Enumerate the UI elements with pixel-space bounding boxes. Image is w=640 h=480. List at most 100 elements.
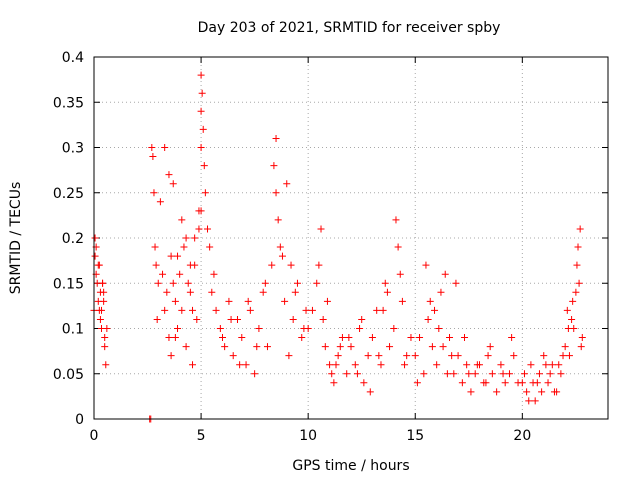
data-point <box>148 144 156 151</box>
data-point <box>332 361 340 369</box>
data-point <box>291 288 299 296</box>
x-axis-label: GPS time / hours <box>292 458 409 474</box>
data-point <box>428 343 436 351</box>
data-point <box>576 225 584 233</box>
data-point <box>278 252 286 260</box>
data-point <box>446 334 454 342</box>
data-point <box>383 288 391 296</box>
data-point <box>319 315 327 323</box>
data-point <box>156 198 164 206</box>
data-point <box>338 334 346 342</box>
data-point <box>413 379 421 387</box>
data-point <box>263 343 271 351</box>
data-point <box>91 234 99 242</box>
data-point <box>360 379 368 387</box>
data-point <box>204 225 212 233</box>
data-point <box>420 370 428 378</box>
data-point <box>171 297 179 305</box>
data-point <box>191 234 199 242</box>
data-point <box>193 315 201 323</box>
data-point <box>443 370 451 378</box>
data-point <box>441 270 449 278</box>
data-point <box>268 261 276 269</box>
data-point <box>272 189 280 197</box>
data-point <box>272 134 280 142</box>
data-point <box>452 279 460 287</box>
data-point <box>208 288 216 296</box>
y-tick-label: 0.1 <box>62 322 84 338</box>
data-point <box>182 343 190 351</box>
y-tick-label: 0.4 <box>62 50 84 66</box>
data-point <box>548 361 556 369</box>
data-point <box>578 334 586 342</box>
data-point <box>96 315 104 323</box>
data-point <box>347 343 355 351</box>
data-point <box>165 334 173 342</box>
data-point <box>426 297 434 305</box>
data-point <box>195 225 203 233</box>
data-point <box>544 379 552 387</box>
data-point <box>351 361 359 369</box>
data-point <box>488 370 496 378</box>
data-point <box>431 306 439 314</box>
x-tick-label: 10 <box>299 428 317 444</box>
data-point <box>227 315 235 323</box>
data-point <box>411 352 419 360</box>
data-point <box>407 334 415 342</box>
data-point <box>242 361 250 369</box>
data-point <box>259 288 267 296</box>
data-point <box>321 343 329 351</box>
data-point <box>328 370 336 378</box>
data-point <box>386 343 394 351</box>
data-point <box>396 270 404 278</box>
data-point <box>381 279 389 287</box>
data-point <box>293 279 301 287</box>
data-point <box>540 352 548 360</box>
data-point <box>563 306 571 314</box>
data-point <box>559 352 567 360</box>
data-point <box>251 370 259 378</box>
data-point <box>100 297 108 305</box>
data-point <box>535 370 543 378</box>
data-point <box>167 352 175 360</box>
data-point <box>184 279 192 287</box>
data-point <box>435 325 443 332</box>
data-point <box>345 334 353 342</box>
data-point <box>103 325 111 332</box>
chart-title: Day 203 of 2021, SRMTID for receiver spb… <box>198 20 501 36</box>
data-point <box>178 306 186 314</box>
data-point <box>161 144 169 151</box>
data-point <box>163 288 171 296</box>
data-point <box>390 325 398 332</box>
data-point <box>171 334 179 342</box>
data-point <box>373 306 381 314</box>
data-point <box>298 334 306 342</box>
data-point <box>326 361 334 369</box>
data-point <box>527 361 535 369</box>
data-point <box>569 297 577 305</box>
data-point <box>564 325 572 332</box>
data-point <box>169 180 177 188</box>
data-point <box>368 334 376 342</box>
data-point <box>317 225 325 233</box>
data-point <box>100 288 108 296</box>
data-point <box>555 361 563 369</box>
data-point <box>178 216 186 224</box>
data-point <box>152 261 160 269</box>
y-tick-label: 0.25 <box>53 186 84 202</box>
y-axis-label: SRMTID / TECUs <box>8 182 24 295</box>
data-point <box>353 370 361 378</box>
data-point <box>197 71 205 79</box>
data-point <box>308 306 316 314</box>
data-point <box>403 352 411 360</box>
data-point <box>169 279 177 287</box>
data-point <box>437 288 445 296</box>
data-point <box>546 370 554 378</box>
data-point <box>398 297 406 305</box>
data-point <box>161 306 169 314</box>
x-tick-label: 0 <box>90 428 99 444</box>
data-point <box>270 162 278 170</box>
data-point <box>189 361 197 369</box>
data-point <box>197 107 205 115</box>
